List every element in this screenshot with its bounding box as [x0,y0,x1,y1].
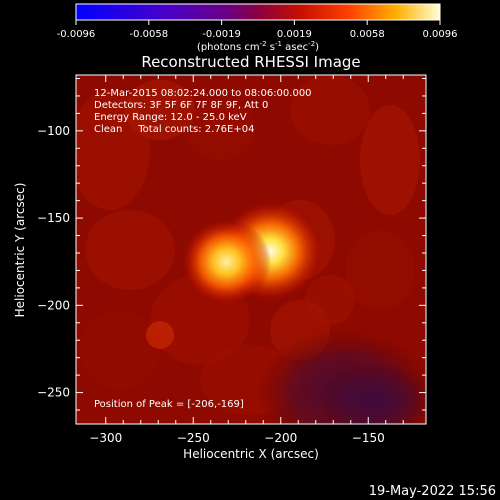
x-axis: −300 −250 −200 −150 [89,75,404,445]
chart-title: Reconstructed RHESSI Image [141,53,360,71]
heatmap-image [76,75,426,424]
colorbar-tick-label: 0.0019 [277,29,312,40]
observation-annotations: 12-Mar-2015 08:02:24.000 to 08:06:00.000… [94,88,312,135]
plot-frame [75,74,427,425]
annotation-time-range: 12-Mar-2015 08:02:24.000 to 08:06:00.000 [94,88,312,99]
y-axis-label: Heliocentric Y (arcsec) [13,183,27,318]
source-point [181,218,272,305]
footer-date: 19-May-2022 15:56 [369,484,496,499]
annotation-clean-counts: Clean Total counts: 2.76E+04 [94,124,254,135]
colorbar-gradient [75,3,441,21]
x-axis-label: Heliocentric X (arcsec) [183,447,319,461]
peak-position-label: Position of Peak = [-206,-169] [94,399,244,410]
x-tick-label: −200 [264,431,297,445]
annotation-detectors: Detectors: 3F 5F 6F 7F 8F 9F, Att 0 [94,100,268,111]
colorbar: -0.0096 -0.0058 -0.0019 0.0019 0.0058 0.0096 … [57,3,458,53]
x-tick-label: −250 [177,431,210,445]
colorbar-tick-label: 0.0058 [350,29,385,40]
colorbar-tick-label: -0.0019 [202,29,241,40]
x-tick-label: −150 [352,431,385,445]
y-tick-label: −100 [37,124,70,138]
colorbar-unit-label: (photons cm-2 s-1 asec-2) [197,40,319,53]
colorbar-tick-label: -0.0058 [129,29,168,40]
y-tick-label: −200 [37,298,70,312]
annotation-energy-range: Energy Range: 12.0 - 25.0 keV [94,112,247,123]
y-axis: −100 −150 −200 −250 [37,77,426,411]
x-tick-label: −300 [89,431,122,445]
colorbar-tick-label: 0.0096 [423,29,458,40]
y-tick-label: −250 [37,386,70,400]
colorbar-tick-label: -0.0096 [57,29,96,40]
y-tick-label: −150 [37,211,70,225]
